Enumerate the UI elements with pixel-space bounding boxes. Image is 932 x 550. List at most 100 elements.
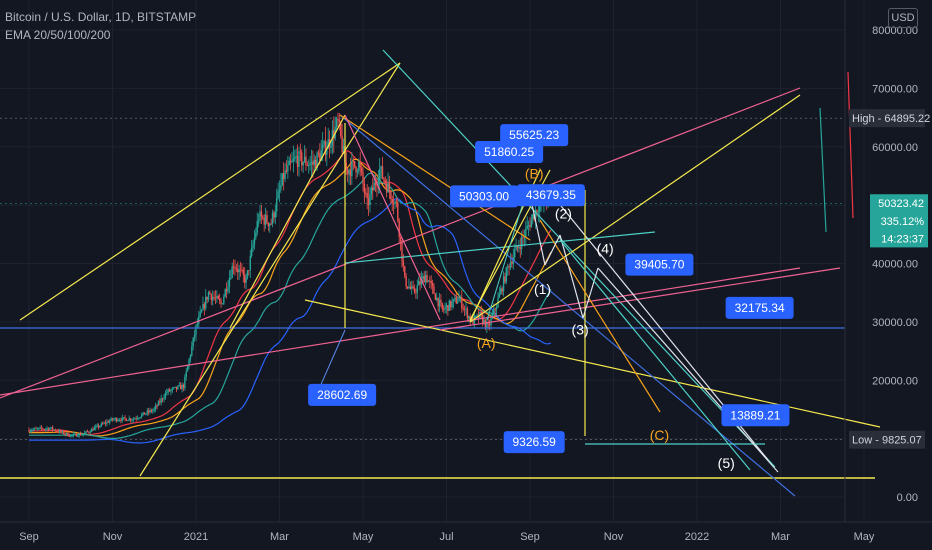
- candle-body: [504, 276, 506, 283]
- candle-body: [282, 173, 285, 180]
- candle-body: [306, 165, 309, 166]
- candle-body: [195, 325, 197, 335]
- candle-body: [269, 223, 271, 227]
- trendline: [0, 267, 801, 396]
- indicator-legend: EMA 20/50/100/200: [5, 28, 111, 42]
- candle-body: [110, 418, 112, 421]
- candle-body: [141, 414, 143, 418]
- candle-body: [149, 410, 151, 413]
- price-tick: 60000.00: [872, 142, 918, 154]
- candle-body: [501, 288, 503, 292]
- candle-body: [214, 297, 217, 299]
- candle-body: [509, 261, 512, 268]
- candle-body: [182, 384, 185, 389]
- candle-body: [305, 156, 307, 166]
- candle-body: [32, 429, 34, 431]
- candle-body: [230, 278, 232, 279]
- candle-body: [249, 255, 251, 271]
- candle-body: [534, 210, 537, 220]
- wave-label: (1): [534, 281, 551, 297]
- candle-body: [86, 431, 89, 433]
- candle-body: [145, 413, 147, 415]
- candle-body: [461, 297, 463, 309]
- candle-body: [376, 184, 378, 186]
- trendline: [819, 107, 827, 233]
- ema-line: [29, 197, 552, 444]
- candle-body: [257, 220, 260, 222]
- wave-label: (A): [477, 335, 496, 351]
- trendline: [382, 49, 776, 468]
- candle-body: [367, 198, 370, 206]
- price-callout-text: 43679.35: [526, 188, 576, 202]
- candle-body: [147, 410, 150, 413]
- candle-body: [337, 119, 339, 120]
- candle-body: [401, 241, 403, 261]
- time-tick: 2022: [685, 531, 709, 543]
- candle-body: [392, 203, 395, 205]
- time-tick: Mar: [270, 531, 289, 543]
- candle-body: [536, 210, 538, 213]
- candle-body: [36, 428, 39, 430]
- candle-body: [56, 430, 58, 432]
- candle-body: [539, 203, 541, 212]
- price-label: Low - 9825.07: [852, 435, 922, 447]
- candle-body: [399, 236, 402, 242]
- trendline: [304, 299, 881, 428]
- candle-body: [441, 303, 444, 310]
- candle-body: [323, 140, 325, 146]
- price-label-bg: [849, 109, 925, 128]
- candle-body: [458, 297, 460, 302]
- candle-body: [488, 324, 491, 326]
- ema-line: [29, 150, 552, 435]
- candle-body: [216, 295, 218, 299]
- candle-body: [480, 311, 482, 315]
- currency-button[interactable]: USD: [888, 8, 918, 28]
- price-callout: [721, 404, 790, 427]
- candle-body: [383, 178, 385, 181]
- price-callout-text: 39405.70: [634, 258, 684, 272]
- candle-body: [359, 161, 361, 168]
- candle-body: [284, 170, 286, 180]
- price-label-bg: [870, 194, 928, 213]
- candle-body: [494, 308, 496, 310]
- candle-body: [102, 423, 104, 425]
- candle-body: [280, 185, 282, 190]
- candle-body: [462, 308, 464, 310]
- time-tick: May: [353, 531, 374, 543]
- candle-body: [508, 266, 510, 268]
- candle-body: [452, 299, 455, 302]
- candle-body: [64, 433, 66, 435]
- candle-body: [448, 300, 450, 311]
- candle-body: [308, 164, 310, 166]
- candle-body: [184, 376, 186, 389]
- candle-body: [526, 225, 528, 229]
- candle-body: [192, 337, 194, 347]
- candle-body: [132, 419, 135, 420]
- candle-body: [302, 161, 304, 166]
- price-callout: [503, 431, 565, 454]
- candle-body: [232, 266, 235, 268]
- candle-body: [495, 307, 498, 310]
- price-label: 335.12%: [881, 216, 925, 228]
- candle-body: [455, 297, 457, 304]
- candle-body: [166, 392, 168, 394]
- candle-body: [346, 169, 349, 175]
- ema-lines: [29, 150, 552, 444]
- candle-body: [370, 187, 373, 195]
- candle-body: [385, 183, 388, 193]
- trendline: [529, 194, 546, 266]
- price-callout: [516, 184, 585, 207]
- candle-body: [377, 181, 380, 186]
- candle-body: [152, 410, 154, 412]
- candle-body: [170, 389, 172, 392]
- candle-body: [379, 169, 381, 182]
- candle-body: [120, 420, 122, 421]
- candle-body: [281, 173, 283, 186]
- candle-body: [255, 232, 257, 238]
- candle-body: [235, 268, 238, 270]
- candle-body: [397, 202, 399, 221]
- candle-body: [125, 418, 128, 421]
- price-label: 14:23:37: [881, 233, 924, 245]
- candle-body: [60, 430, 62, 433]
